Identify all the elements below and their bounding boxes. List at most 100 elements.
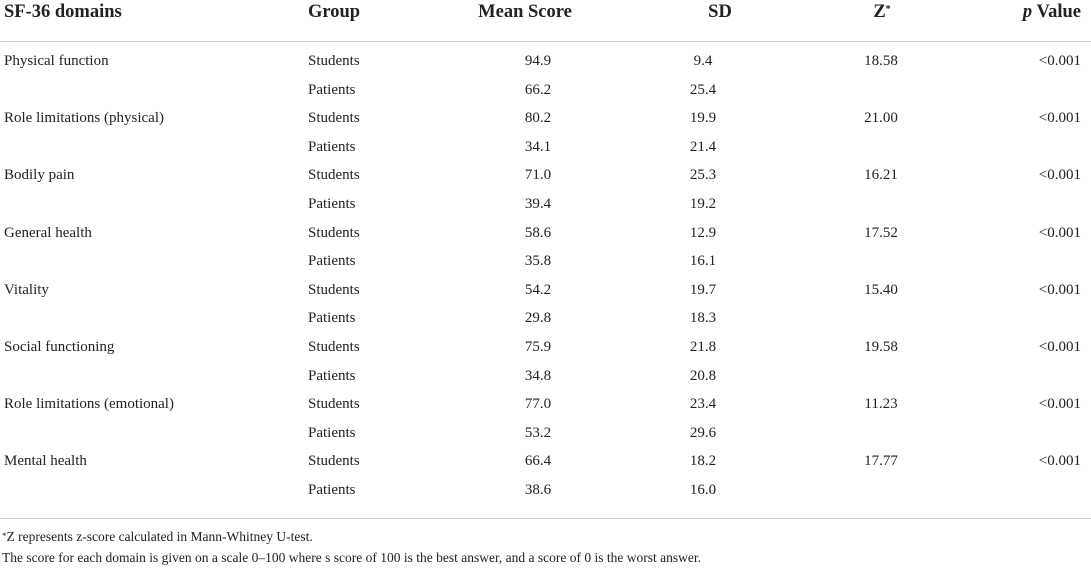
cell-mean-score: 53.2 [524, 424, 552, 441]
cell-p-value: <0.001 [1038, 281, 1081, 298]
table-body: Physical function Students 94.9 9.4 18.58 <0.… [0, 50, 1091, 508]
table-row: Patients 35.8 16.1 [0, 250, 1091, 279]
cell-group: Students [308, 224, 360, 241]
table-row: Patients 38.6 16.0 [0, 479, 1091, 508]
cell-mean-score: 34.1 [524, 138, 552, 155]
footnote-z: *Z represents z-score calculated in Mann… [2, 527, 701, 548]
header-z-label: Z [873, 2, 886, 22]
header-z: Z* [862, 1, 902, 23]
cell-p-value: <0.001 [1038, 53, 1081, 69]
cell-group: Students [308, 338, 360, 355]
footnote-mark: * [2, 531, 7, 541]
cell-sd: 21.8 [689, 338, 717, 355]
header-sd: SD [708, 2, 732, 22]
cell-mean-score: 80.2 [524, 110, 552, 127]
cell-domain: Mental health [4, 453, 87, 470]
table-row: Patients 34.1 21.4 [0, 136, 1091, 165]
cell-group: Patients [308, 481, 356, 498]
table-row: Role limitations (physical) Students 80.2 1… [0, 107, 1091, 136]
cell-z: 17.77 [864, 453, 898, 470]
cell-p-value: <0.001 [1038, 453, 1081, 470]
cell-mean-score: 54.2 [524, 281, 552, 298]
cell-mean-score: 35.8 [524, 253, 552, 270]
table-row: Social functioning Students 75.9 21.8 19.58 <… [0, 336, 1091, 365]
header-domain: SF-36 domains [4, 2, 122, 22]
table-row: Bodily pain Students 71.0 25.3 16.21 <0.001 [0, 164, 1091, 193]
cell-sd: 19.7 [689, 281, 717, 298]
cell-sd: 21.4 [689, 138, 717, 155]
table-row: Vitality Students 54.2 19.7 15.40 <0.001 [0, 279, 1091, 308]
header-z-footnote-mark: * [885, 4, 891, 15]
cell-p-value: <0.001 [1038, 338, 1081, 355]
cell-group: Students [308, 110, 360, 127]
cell-z: 18.58 [864, 53, 898, 69]
cell-domain: Role limitations (emotional) [4, 396, 174, 413]
table-row: Patients 66.2 25.4 [0, 79, 1091, 108]
cell-mean-score: 75.9 [524, 338, 552, 355]
cell-p-value: <0.001 [1038, 167, 1081, 184]
cell-group: Patients [308, 310, 356, 327]
cell-mean-score: 66.4 [524, 453, 552, 470]
header-mean-score: Mean Score [478, 2, 572, 22]
table-row: Physical function Students 94.9 9.4 18.58 <0.… [0, 50, 1091, 79]
cell-domain: Role limitations (physical) [4, 110, 164, 127]
table-row: Patients 53.2 29.6 [0, 422, 1091, 451]
cell-z: 15.40 [864, 281, 898, 298]
cell-mean-score: 94.9 [524, 53, 552, 69]
cell-z: 17.52 [864, 224, 898, 241]
table-header: SF-36 domains Group Mean Score SD Z* p V… [0, 0, 1091, 42]
footnote-z-text: Z represents z-score calculated in Mann-… [6, 529, 313, 544]
cell-group: Patients [308, 138, 356, 155]
table-footnotes: *Z represents z-score calculated in Mann… [2, 527, 701, 568]
cell-sd: 29.6 [689, 424, 717, 441]
cell-mean-score: 38.6 [524, 481, 552, 498]
cell-domain: Vitality [4, 281, 49, 298]
cell-sd: 18.3 [689, 310, 717, 327]
cell-group: Patients [308, 253, 356, 270]
cell-domain: General health [4, 224, 92, 241]
cell-sd: 16.0 [689, 481, 717, 498]
cell-mean-score: 71.0 [524, 167, 552, 184]
header-p-value: p Value [1023, 1, 1081, 23]
table-bottom-rule [0, 518, 1091, 519]
cell-mean-score: 77.0 [524, 396, 552, 413]
cell-sd: 9.4 [693, 53, 713, 69]
cell-mean-score: 29.8 [524, 310, 552, 327]
cell-mean-score: 58.6 [524, 224, 552, 241]
header-p-rest: Value [1032, 2, 1081, 22]
cell-domain: Bodily pain [4, 167, 75, 184]
table-row: Patients 29.8 18.3 [0, 307, 1091, 336]
cell-sd: 25.4 [689, 81, 717, 98]
cell-domain: Social functioning [4, 338, 115, 355]
cell-group: Students [308, 281, 360, 298]
cell-z: 11.23 [864, 396, 898, 413]
cell-z: 19.58 [864, 338, 898, 355]
table-row: Role limitations (emotional) Students 77.0… [0, 393, 1091, 422]
cell-sd: 19.2 [689, 195, 717, 212]
header-group: Group [308, 2, 361, 22]
cell-group: Students [308, 167, 360, 184]
table-row: Patients 39.4 19.2 [0, 193, 1091, 222]
cell-sd: 19.9 [689, 110, 717, 127]
cell-sd: 25.3 [689, 167, 717, 184]
cell-group: Students [308, 396, 360, 413]
cell-mean-score: 66.2 [524, 81, 552, 98]
cell-p-value: <0.001 [1038, 396, 1081, 413]
cell-mean-score: 39.4 [524, 195, 552, 212]
cell-group: Patients [308, 195, 356, 212]
cell-group: Patients [308, 81, 356, 98]
cell-sd: 18.2 [689, 453, 717, 470]
cell-mean-score: 34.8 [524, 367, 552, 384]
cell-group: Patients [308, 367, 356, 384]
cell-z: 21.00 [864, 110, 898, 127]
table-row: General health Students 58.6 12.9 17.52 <0.00… [0, 222, 1091, 251]
header-p-italic: p [1022, 2, 1033, 22]
cell-p-value: <0.001 [1038, 110, 1081, 127]
cell-sd: 20.8 [689, 367, 717, 384]
table-row: Mental health Students 66.4 18.2 17.77 <0.001 [0, 450, 1091, 479]
cell-sd: 12.9 [689, 224, 717, 241]
cell-p-value: <0.001 [1038, 224, 1081, 241]
table-row: Patients 34.8 20.8 [0, 365, 1091, 394]
cell-z: 16.21 [864, 167, 898, 184]
cell-sd: 23.4 [689, 396, 717, 413]
